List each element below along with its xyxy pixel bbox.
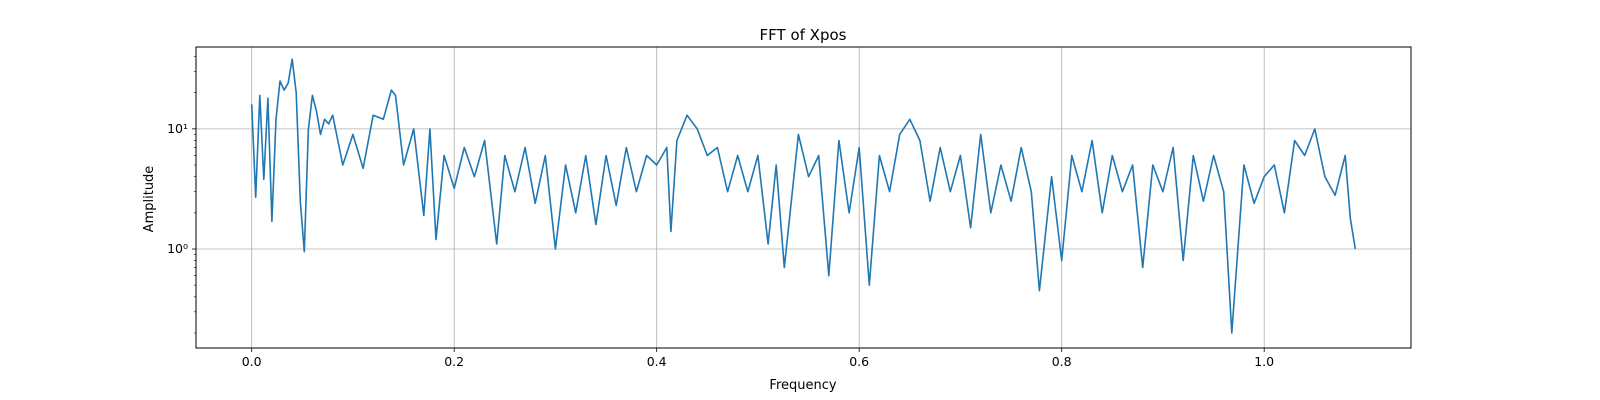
series-layer bbox=[250, 58, 1357, 334]
x-tick-label: 1.0 bbox=[1254, 354, 1274, 369]
plot-frame bbox=[195, 46, 1412, 349]
x-axis: 0.0 0.2 0.4 0.6 0.8 1.0 bbox=[242, 348, 1274, 369]
x-tick-label: 0.0 bbox=[242, 354, 262, 369]
x-axis-label: Frequency bbox=[769, 378, 836, 393]
fft-series-line bbox=[250, 58, 1357, 334]
x-tick-label: 0.4 bbox=[647, 354, 667, 369]
y-tick-label: 10⁰ bbox=[167, 241, 188, 256]
y-tick-label: 10¹ bbox=[167, 121, 188, 136]
y-axis: 10⁰ 10¹ bbox=[167, 56, 196, 334]
chart-title: FFT of Xpos bbox=[760, 26, 847, 44]
x-tick-label: 0.6 bbox=[849, 354, 869, 369]
x-tick-label: 0.8 bbox=[1052, 354, 1072, 369]
x-tick-label: 0.2 bbox=[444, 354, 464, 369]
y-axis-label: Amplitude bbox=[142, 166, 157, 233]
grid bbox=[196, 47, 1411, 348]
